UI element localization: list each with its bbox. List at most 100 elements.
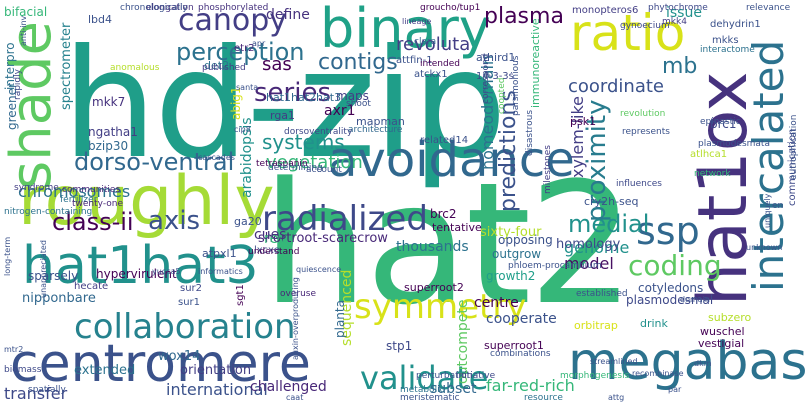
word: rev bbox=[264, 231, 287, 247]
word: unappreciated bbox=[39, 240, 48, 298]
word: en bbox=[772, 201, 784, 211]
word: epinastic bbox=[700, 117, 741, 127]
word: represents bbox=[622, 127, 670, 137]
word: international bbox=[166, 380, 268, 399]
word: long-term bbox=[3, 236, 12, 276]
word: planta bbox=[333, 300, 347, 338]
word: superroot2 bbox=[404, 281, 464, 294]
word: issue bbox=[666, 5, 702, 21]
word: athird1 bbox=[476, 51, 516, 64]
word: monopteros6 bbox=[572, 5, 639, 16]
word: hecate bbox=[74, 281, 109, 292]
word: attfin-1 bbox=[396, 55, 433, 66]
word: symmetry bbox=[354, 287, 527, 327]
word: series bbox=[254, 78, 331, 108]
word: shortroot-scarecrow bbox=[258, 231, 388, 246]
word: eutrophication bbox=[789, 114, 799, 180]
word: chromosomes bbox=[18, 182, 131, 201]
word: related14 bbox=[420, 135, 469, 146]
word: par bbox=[668, 385, 682, 394]
word: sur1 bbox=[178, 297, 201, 308]
word: overuse bbox=[280, 289, 316, 299]
word: caat bbox=[286, 393, 304, 402]
word: cues bbox=[254, 227, 287, 243]
word: dkm bbox=[694, 359, 712, 368]
word: centromere bbox=[10, 334, 311, 394]
word: genome bbox=[564, 238, 630, 257]
word: nitrogen-containing bbox=[4, 207, 93, 217]
word: hat2 bbox=[262, 146, 635, 342]
word: orientation bbox=[180, 363, 252, 378]
word: lbd4 bbox=[88, 13, 113, 26]
word: outgrow bbox=[492, 247, 542, 261]
word: uniquely bbox=[763, 193, 772, 228]
word: informatics bbox=[198, 267, 243, 276]
word: subzero bbox=[708, 311, 752, 324]
word: ngatha1 bbox=[88, 125, 138, 139]
word: dorsoventrality bbox=[284, 127, 353, 137]
word: yucca5 bbox=[152, 267, 181, 276]
word: meristematic bbox=[400, 393, 460, 403]
word: revoluta bbox=[396, 34, 471, 55]
word: brc1 bbox=[710, 117, 737, 131]
word: contigs bbox=[318, 50, 398, 75]
word: opposing bbox=[498, 233, 553, 247]
word: systems bbox=[262, 130, 345, 154]
word: metabolic bbox=[400, 385, 445, 395]
word: plasma bbox=[484, 4, 564, 29]
word: perturbation bbox=[416, 371, 473, 381]
word: sixty-four bbox=[480, 225, 542, 240]
word: mb bbox=[662, 54, 698, 79]
word: far-red-rich bbox=[486, 376, 575, 395]
word: syndrome bbox=[14, 183, 59, 193]
word: stp1 bbox=[386, 339, 413, 353]
word: brc2 bbox=[430, 207, 457, 221]
word: centre bbox=[474, 295, 519, 311]
word: cip8 bbox=[234, 125, 251, 134]
word: phosphorylated bbox=[198, 3, 269, 13]
word: santa bbox=[236, 83, 259, 92]
word: intended bbox=[420, 59, 460, 69]
word: atpxl1 bbox=[202, 247, 237, 260]
word: resource bbox=[524, 393, 563, 403]
word: parsimonious bbox=[511, 55, 521, 117]
word: hat1hat2hat3 bbox=[266, 91, 342, 104]
word: network bbox=[694, 169, 731, 179]
word: mtr2 bbox=[4, 345, 24, 354]
word: fertilizer bbox=[60, 195, 98, 205]
word: quiescence bbox=[296, 265, 342, 274]
word: ga20 bbox=[234, 215, 262, 228]
word: perception bbox=[176, 38, 305, 66]
word: axis bbox=[148, 206, 201, 236]
word: bzip30 bbox=[88, 139, 129, 153]
word: challenged bbox=[250, 379, 327, 395]
word: published bbox=[202, 63, 246, 73]
word: combinations bbox=[490, 349, 551, 359]
word: coding bbox=[628, 249, 722, 282]
word: hypervirulent bbox=[96, 267, 177, 281]
word: wuschel bbox=[700, 325, 745, 338]
word: coopted bbox=[497, 77, 507, 114]
word: cooperate bbox=[486, 311, 557, 327]
word: transfer bbox=[4, 384, 68, 403]
word: psk1 bbox=[570, 115, 597, 128]
word: phytochrome bbox=[648, 3, 708, 13]
word: established bbox=[576, 289, 628, 299]
word: axr1 bbox=[324, 103, 356, 119]
word: cry2h-seq bbox=[584, 195, 639, 208]
word: mkk4 bbox=[662, 17, 687, 27]
word: chronologically bbox=[120, 3, 188, 13]
word: growth2 bbox=[486, 269, 536, 283]
word: 14-3-3s bbox=[476, 71, 514, 82]
word: atlhca1 bbox=[690, 149, 728, 160]
word: sas bbox=[262, 54, 292, 75]
word: ratio bbox=[570, 4, 686, 62]
word: radialized bbox=[262, 199, 428, 239]
word: rapidly bbox=[13, 69, 23, 100]
word: bifacial bbox=[4, 5, 48, 19]
word: revolution bbox=[620, 109, 666, 119]
word: auxin-overproducing bbox=[291, 277, 300, 360]
word: ssp bbox=[636, 209, 700, 253]
word: dehydrin1 bbox=[710, 19, 761, 30]
word: hd-zip bbox=[62, 18, 507, 192]
